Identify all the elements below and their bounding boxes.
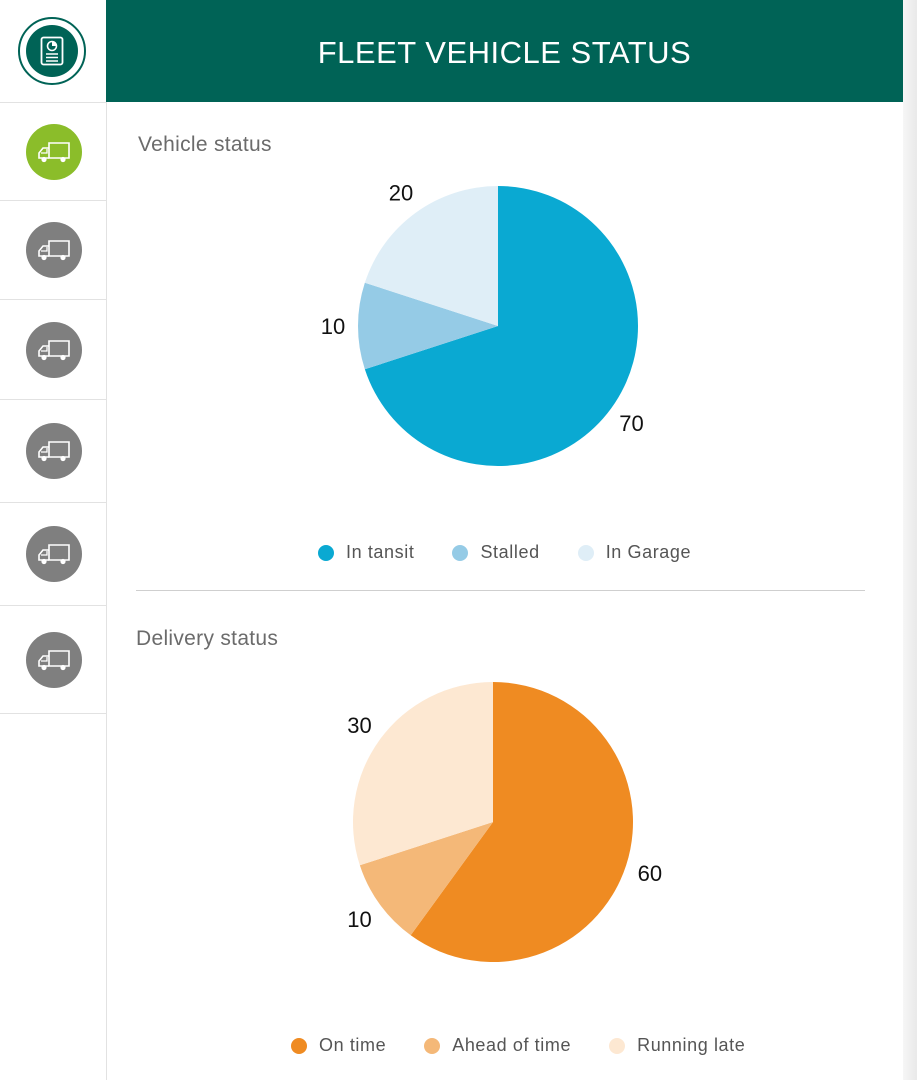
legend-label: On time	[319, 1035, 387, 1055]
app-logo[interactable]	[18, 17, 86, 85]
pie-slice[interactable]	[410, 682, 633, 962]
legend-label: In tansit	[346, 542, 415, 562]
vehicle-list	[0, 103, 106, 714]
pie-slice[interactable]	[353, 682, 493, 866]
vehicle-status-title: Vehicle status	[138, 133, 272, 156]
sidebar-vehicle-item[interactable]	[0, 103, 106, 201]
legend-swatch	[318, 544, 334, 561]
sidebar-logo-cell	[0, 0, 106, 103]
truck-icon	[36, 439, 72, 463]
legend-item[interactable]: In tansit	[318, 542, 414, 563]
truck-icon	[36, 140, 72, 164]
legend-item[interactable]: On time	[291, 1035, 386, 1056]
vehicle-button[interactable]	[26, 423, 82, 479]
slice-value-label: 30	[347, 713, 371, 738]
vehicle-status-pie: 70 10 20	[321, 181, 644, 467]
report-chart-icon	[40, 36, 64, 66]
legend-swatch	[577, 544, 594, 561]
legend-label: Running late	[637, 1035, 746, 1055]
pie-slice[interactable]	[358, 282, 498, 370]
legend-item[interactable]: Ahead of time	[424, 1035, 571, 1056]
legend-item[interactable]: Running late	[609, 1035, 745, 1056]
truck-icon	[36, 238, 72, 262]
slice-value-label: 10	[321, 314, 345, 339]
legend-label: In Garage	[605, 542, 692, 562]
delivery-status-title: Delivery status	[136, 627, 279, 650]
sidebar-vehicle-item[interactable]	[0, 201, 106, 300]
legend-label: Ahead of time	[452, 1035, 572, 1055]
sidebar-vehicle-item[interactable]	[0, 400, 106, 503]
legend-swatch	[609, 1037, 626, 1054]
vehicle-button[interactable]	[26, 222, 82, 278]
section-divider	[136, 590, 865, 591]
truck-icon	[36, 542, 72, 566]
legend-swatch	[452, 544, 469, 561]
sidebar-vehicle-item[interactable]	[0, 503, 106, 606]
scroll-edge	[903, 0, 917, 1080]
pie-slice[interactable]	[364, 186, 638, 467]
legend-swatch	[424, 1037, 441, 1054]
legend-item[interactable]: Stalled	[452, 542, 539, 563]
delivery-status-legend: On time Ahead of time Running late	[291, 1035, 745, 1056]
pie-slice[interactable]	[359, 822, 493, 936]
slice-value-label: 20	[389, 181, 413, 206]
legend-item[interactable]: In Garage	[577, 542, 692, 563]
sidebar	[0, 0, 107, 1080]
vehicle-button[interactable]	[26, 321, 82, 378]
slice-value-label: 60	[638, 861, 662, 886]
truck-icon	[36, 338, 72, 362]
sidebar-vehicle-item[interactable]	[0, 606, 106, 714]
page-header: FLEET VEHICLE STATUS	[106, 0, 903, 102]
page-title: FLEET VEHICLE STATUS	[317, 35, 692, 70]
slice-value-label: 10	[347, 907, 371, 932]
legend-label: Stalled	[480, 542, 540, 562]
pie-slice[interactable]	[364, 186, 498, 326]
vehicle-status-legend: In tansit Stalled In Garage	[318, 542, 691, 563]
sidebar-vehicle-item[interactable]	[0, 300, 106, 400]
vehicle-button[interactable]	[26, 631, 82, 688]
slice-value-label: 70	[619, 411, 643, 436]
delivery-status-pie: 60 10 30	[347, 682, 662, 962]
vehicle-button[interactable]	[26, 123, 82, 180]
legend-swatch	[291, 1037, 307, 1054]
vehicle-button[interactable]	[26, 526, 82, 582]
truck-icon	[36, 648, 72, 672]
